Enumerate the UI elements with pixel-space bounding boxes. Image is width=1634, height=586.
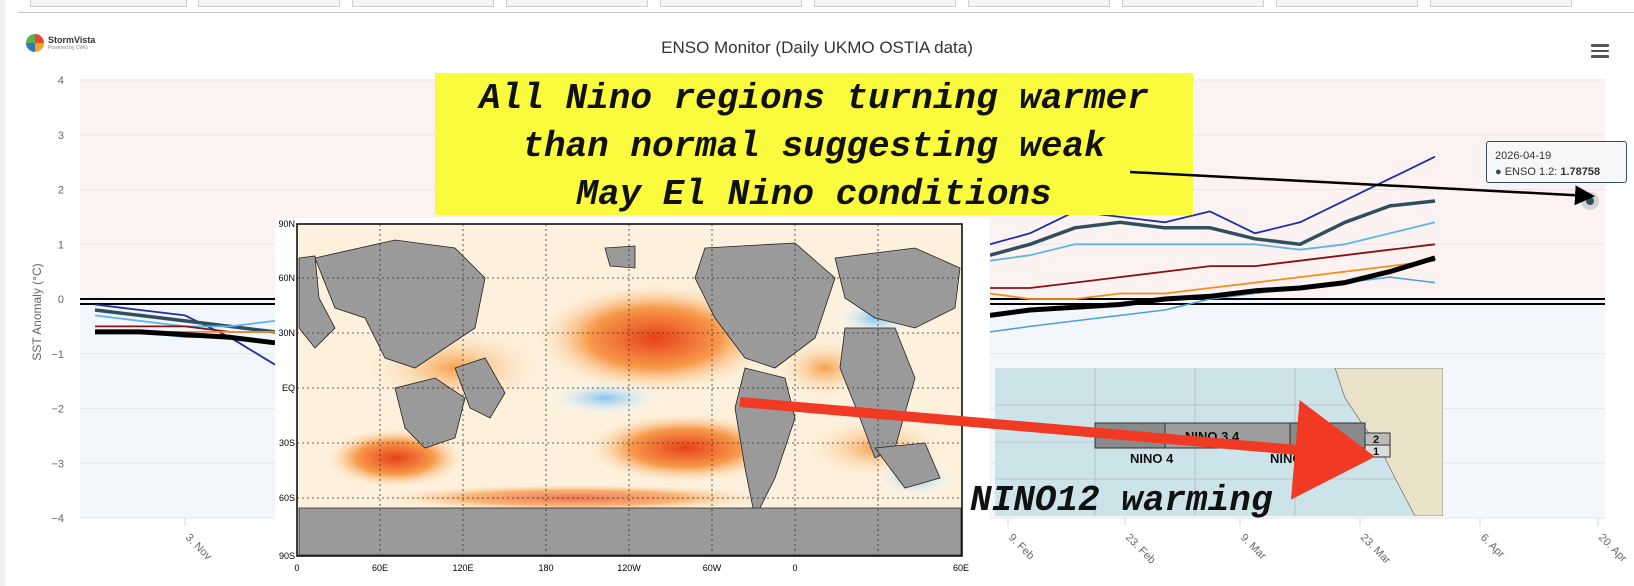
chart-title: ENSO Monitor (Daily UKMO OSTIA data): [661, 38, 973, 57]
logo-text: StormVista Powered by CWG: [48, 34, 96, 51]
top-tab[interactable]: [352, 0, 494, 7]
headline-line: May El Nino conditions: [576, 174, 1052, 215]
top-tab[interactable]: [1276, 0, 1418, 7]
continents: [298, 239, 962, 556]
map-lon-label: 180: [538, 563, 553, 573]
series-line: [989, 155, 1436, 246]
top-tab[interactable]: [660, 0, 802, 7]
map-lon-label: 0: [792, 563, 797, 573]
tooltip-value-row: ● ENSO 1.2: 1.78758: [1495, 166, 1601, 178]
headline-line: than normal suggesting weak: [522, 126, 1106, 167]
y-tick-label: −1: [51, 349, 64, 361]
series-line: [990, 243, 1436, 289]
stormvista-logo[interactable]: StormVista Powered by CWG: [26, 32, 95, 54]
top-tab[interactable]: [1430, 0, 1572, 7]
page-left-border: [0, 0, 5, 586]
map-lon-label: 120E: [452, 563, 473, 573]
data-point-tooltip: 2026-04-19 ● ENSO 1.2: 1.78758: [1486, 141, 1627, 183]
map-lon-label: 0: [294, 563, 299, 573]
top-tab[interactable]: [814, 0, 956, 7]
top-tab[interactable]: [30, 0, 187, 7]
tooltip-value: 1.78758: [1560, 166, 1601, 178]
series-line: [95, 329, 276, 346]
nino-region-label: 2: [1373, 434, 1379, 446]
map-lat-label: 90N: [278, 219, 295, 229]
top-tab[interactable]: [1122, 0, 1264, 7]
series-line: [989, 259, 1436, 300]
map-lon-label: 120W: [617, 563, 641, 573]
headline-annotation: All Nino regions turning warmer than nor…: [435, 73, 1193, 215]
top-tab-strip: [18, 0, 1634, 13]
top-tab[interactable]: [198, 0, 340, 7]
black-arrow-to-point: [1129, 170, 1595, 206]
y-axis-label: SST Anomaly (°C): [30, 263, 44, 360]
map-lon-label: 60E: [372, 563, 388, 573]
map-lat-label: 30S: [279, 438, 295, 448]
y-tick-label: 2: [58, 185, 64, 197]
nino12-warming-label: NINO12 warming: [970, 480, 1273, 521]
tooltip-series-label: ENSO 1.2:: [1504, 166, 1558, 178]
red-arrow-to-nino12: [739, 397, 1375, 500]
y-tick-label: 3: [58, 130, 64, 142]
series-line: [94, 308, 276, 334]
y-tick-label: 0: [58, 294, 64, 306]
top-tab[interactable]: [968, 0, 1110, 7]
stormvista-logo-icon: [26, 34, 44, 52]
global-sst-anomaly-map: 90N 60N 30N EQ 30S 60S 90S 0 60E 120E 18…: [275, 218, 990, 586]
map-lat-label: 90S: [279, 551, 295, 561]
series-line: [989, 255, 1436, 318]
map-lon-label: 60W: [703, 563, 722, 573]
map-lon-label: 60E: [953, 563, 969, 573]
y-tick-label: 1: [58, 239, 64, 251]
nino-region-label: 1: [1373, 446, 1379, 458]
y-tick-label: −2: [51, 404, 64, 416]
tooltip-date: 2026-04-19: [1495, 150, 1552, 162]
map-lat-label: 60S: [279, 493, 295, 503]
nino-region-label: NINO 4: [1130, 451, 1174, 466]
series-line: [94, 303, 276, 366]
map-lat-label: 30N: [278, 328, 295, 338]
series-line: [989, 199, 1436, 257]
y-tick-label: 4: [58, 75, 64, 87]
y-tick-label: −3: [51, 458, 64, 470]
series-line: [989, 221, 1436, 262]
top-tab[interactable]: [506, 0, 648, 7]
map-lat-label: EQ: [282, 383, 295, 393]
headline-line: All Nino regions turning warmer: [479, 78, 1149, 119]
hamburger-menu-icon[interactable]: [1591, 44, 1609, 58]
y-tick-label: −4: [51, 513, 64, 525]
map-lat-label: 60N: [278, 273, 295, 283]
